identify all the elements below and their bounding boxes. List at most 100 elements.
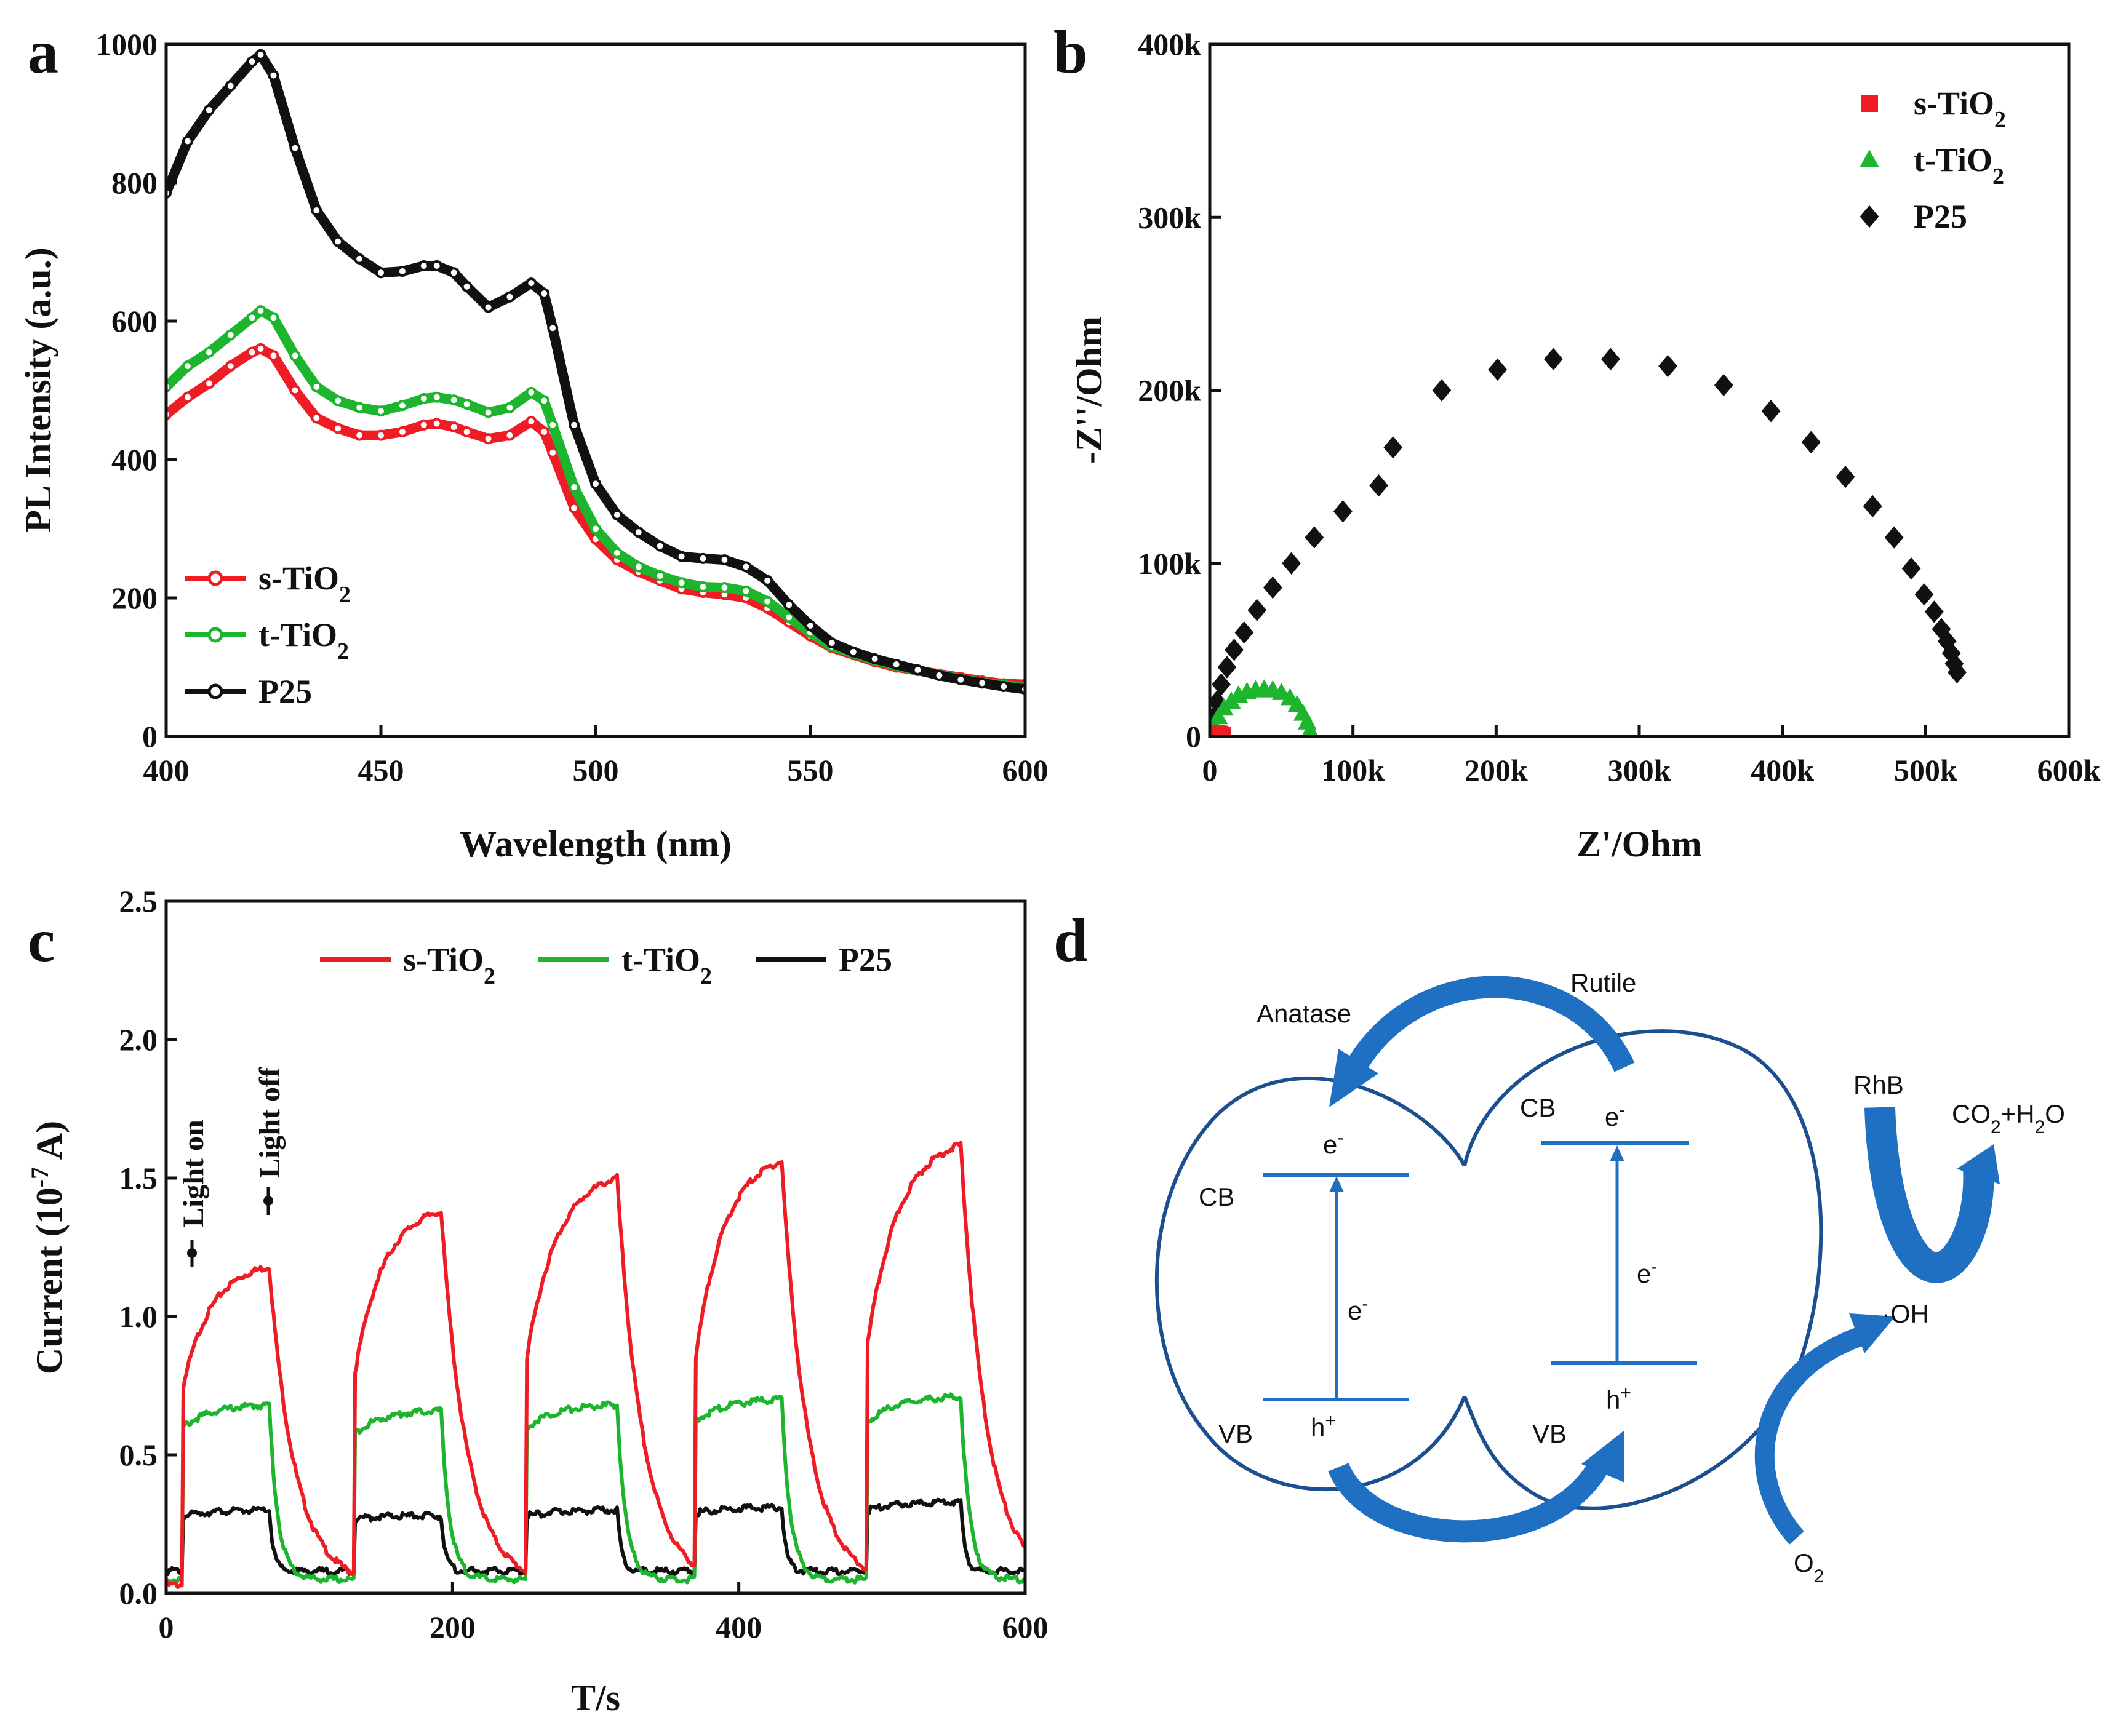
- b-point-P25: [1914, 583, 1934, 606]
- a-y-tick-label: 0: [142, 719, 158, 754]
- a-point-s-TiO2: [569, 502, 580, 514]
- a-point-P25: [246, 56, 258, 68]
- label-hole-anatase: h+: [1311, 1411, 1336, 1443]
- b-point-P25: [1263, 576, 1282, 599]
- b-y-axis-label: -Z''/Ohm: [1069, 316, 1109, 464]
- a-y-tick-label: 200: [111, 581, 158, 615]
- c-y-axis-label-sup: -7: [26, 1167, 54, 1187]
- b-point-t-TiO2: [1210, 707, 1228, 725]
- a-point-s-TiO2: [354, 429, 366, 441]
- c-tick-labels: 0 200 400 600 0.0 0.5 1.0 1.5 2.0 2.5: [119, 884, 1049, 1644]
- a-point-P25: [912, 664, 924, 675]
- a-point-s-TiO2: [504, 429, 516, 441]
- label-oxygen: O2: [1794, 1548, 1824, 1587]
- c-line-P25: [166, 1497, 1025, 1577]
- b-point-P25: [1234, 621, 1254, 644]
- a-point-P25: [526, 277, 537, 289]
- a-point-P25: [869, 653, 881, 664]
- rhb-degradation-arrow: [1864, 1107, 1994, 1283]
- a-y-tick-label: 1000: [96, 27, 158, 62]
- a-point-t-TiO2: [526, 386, 537, 398]
- b-y-tick-label: 0: [1186, 719, 1201, 754]
- a-point-t-TiO2: [611, 547, 623, 559]
- b-legend-label: t-TiO2: [1914, 141, 2004, 189]
- b-x-tick-label: 500k: [1894, 753, 1957, 787]
- b-point-P25: [1225, 639, 1244, 661]
- a-point-P25: [203, 104, 215, 116]
- b-point-s-TiO2: [1213, 727, 1231, 736]
- c-annotation-light-on: Light on: [177, 1120, 210, 1267]
- a-point-P25: [719, 554, 730, 566]
- a-point-t-TiO2: [431, 391, 442, 403]
- electron-transfer-arrowhead: [1329, 1049, 1378, 1107]
- a-point-t-TiO2: [590, 523, 601, 535]
- label-anatase: Anatase: [1257, 999, 1351, 1028]
- a-point-t-TiO2: [396, 400, 408, 412]
- c-y-tick-label: 0.5: [119, 1438, 158, 1472]
- a-y-tick-label: 400: [111, 442, 158, 477]
- c-y-axis-label: Current (10-7 A): [26, 1121, 70, 1374]
- a-point-P25: [697, 552, 709, 564]
- label-electron-rutile-cb: e-: [1605, 1100, 1625, 1132]
- b-series-group: [1210, 348, 1967, 736]
- a-point-P25: [482, 301, 494, 313]
- a-point-P25: [255, 49, 266, 60]
- b-point-P25: [1924, 600, 1944, 623]
- a-point-P25: [676, 551, 687, 562]
- b-legend-label: P25: [1914, 198, 1967, 235]
- b-point-P25: [1761, 400, 1781, 423]
- a-point-P25: [289, 142, 301, 154]
- a-point-t-TiO2: [676, 577, 687, 589]
- a-point-s-TiO2: [482, 433, 494, 445]
- a-point-P25: [332, 236, 344, 247]
- c-legend-label: P25: [839, 941, 892, 978]
- b-point-P25: [1282, 552, 1301, 575]
- c-legend-label: t-TiO2: [621, 941, 712, 989]
- a-point-P25: [654, 540, 666, 552]
- label-electron-rutile-mid: e-: [1637, 1257, 1657, 1289]
- a-point-P25: [826, 637, 837, 649]
- panel-letter-a: a: [28, 18, 58, 86]
- a-point-t-TiO2: [225, 329, 236, 341]
- a-point-t-TiO2: [783, 611, 795, 623]
- c-y-axis-label-main: Current (10: [29, 1187, 70, 1374]
- c-line-s-TiO2: [166, 1141, 1025, 1590]
- b-point-P25: [1369, 474, 1388, 497]
- c-annotation-light-off-text: Light off: [254, 1067, 286, 1178]
- a-point-P25: [538, 288, 550, 299]
- a-point-t-TiO2: [448, 394, 460, 406]
- panel-b-nyquist-chart: 0 100k 200k 300k 400k 500k 600k 0 100k 200k 300k 40…: [1069, 27, 2101, 864]
- a-point-t-TiO2: [762, 595, 773, 607]
- a-point-t-TiO2: [354, 402, 366, 413]
- a-point-t-TiO2: [697, 581, 709, 592]
- b-point-P25: [1212, 673, 1231, 696]
- panel-d-mechanism-diagram: Anatase Rutile CB VB CB VB e- e- h+ e- e…: [1154, 968, 2065, 1587]
- b-y-tick-label: 100k: [1138, 546, 1201, 581]
- b-point-P25: [1217, 656, 1237, 679]
- a-point-t-TiO2: [332, 395, 344, 407]
- a-x-tick-label: 450: [358, 753, 404, 787]
- b-point-P25: [1863, 495, 1882, 518]
- c-y-axis-label-end: A): [29, 1121, 70, 1167]
- a-point-s-TiO2: [255, 343, 266, 354]
- a-point-P25: [955, 674, 967, 685]
- label-cb-right: CB: [1520, 1093, 1556, 1122]
- a-point-t-TiO2: [375, 405, 386, 417]
- b-tick-labels: 0 100k 200k 300k 400k 500k 600k 0 100k 200k 300k 40…: [1138, 27, 2100, 787]
- a-point-s-TiO2: [225, 360, 236, 372]
- a-point-P25: [182, 135, 193, 147]
- c-plot-frame: [164, 899, 1027, 1595]
- a-point-P25: [933, 670, 945, 681]
- c-y-tick-label: 1.5: [119, 1161, 158, 1195]
- b-x-tick-label: 100k: [1321, 753, 1385, 787]
- a-point-P25: [225, 80, 236, 92]
- a-point-t-TiO2: [182, 360, 193, 372]
- b-point-P25: [1714, 373, 1733, 397]
- b-point-P25: [1836, 465, 1855, 488]
- a-legend-swatch-marker: [207, 627, 223, 643]
- a-point-t-TiO2: [569, 482, 580, 493]
- a-point-s-TiO2: [526, 416, 537, 428]
- b-y-tick-label: 200k: [1138, 373, 1201, 408]
- a-point-t-TiO2: [719, 582, 730, 594]
- a-point-s-TiO2: [538, 426, 550, 437]
